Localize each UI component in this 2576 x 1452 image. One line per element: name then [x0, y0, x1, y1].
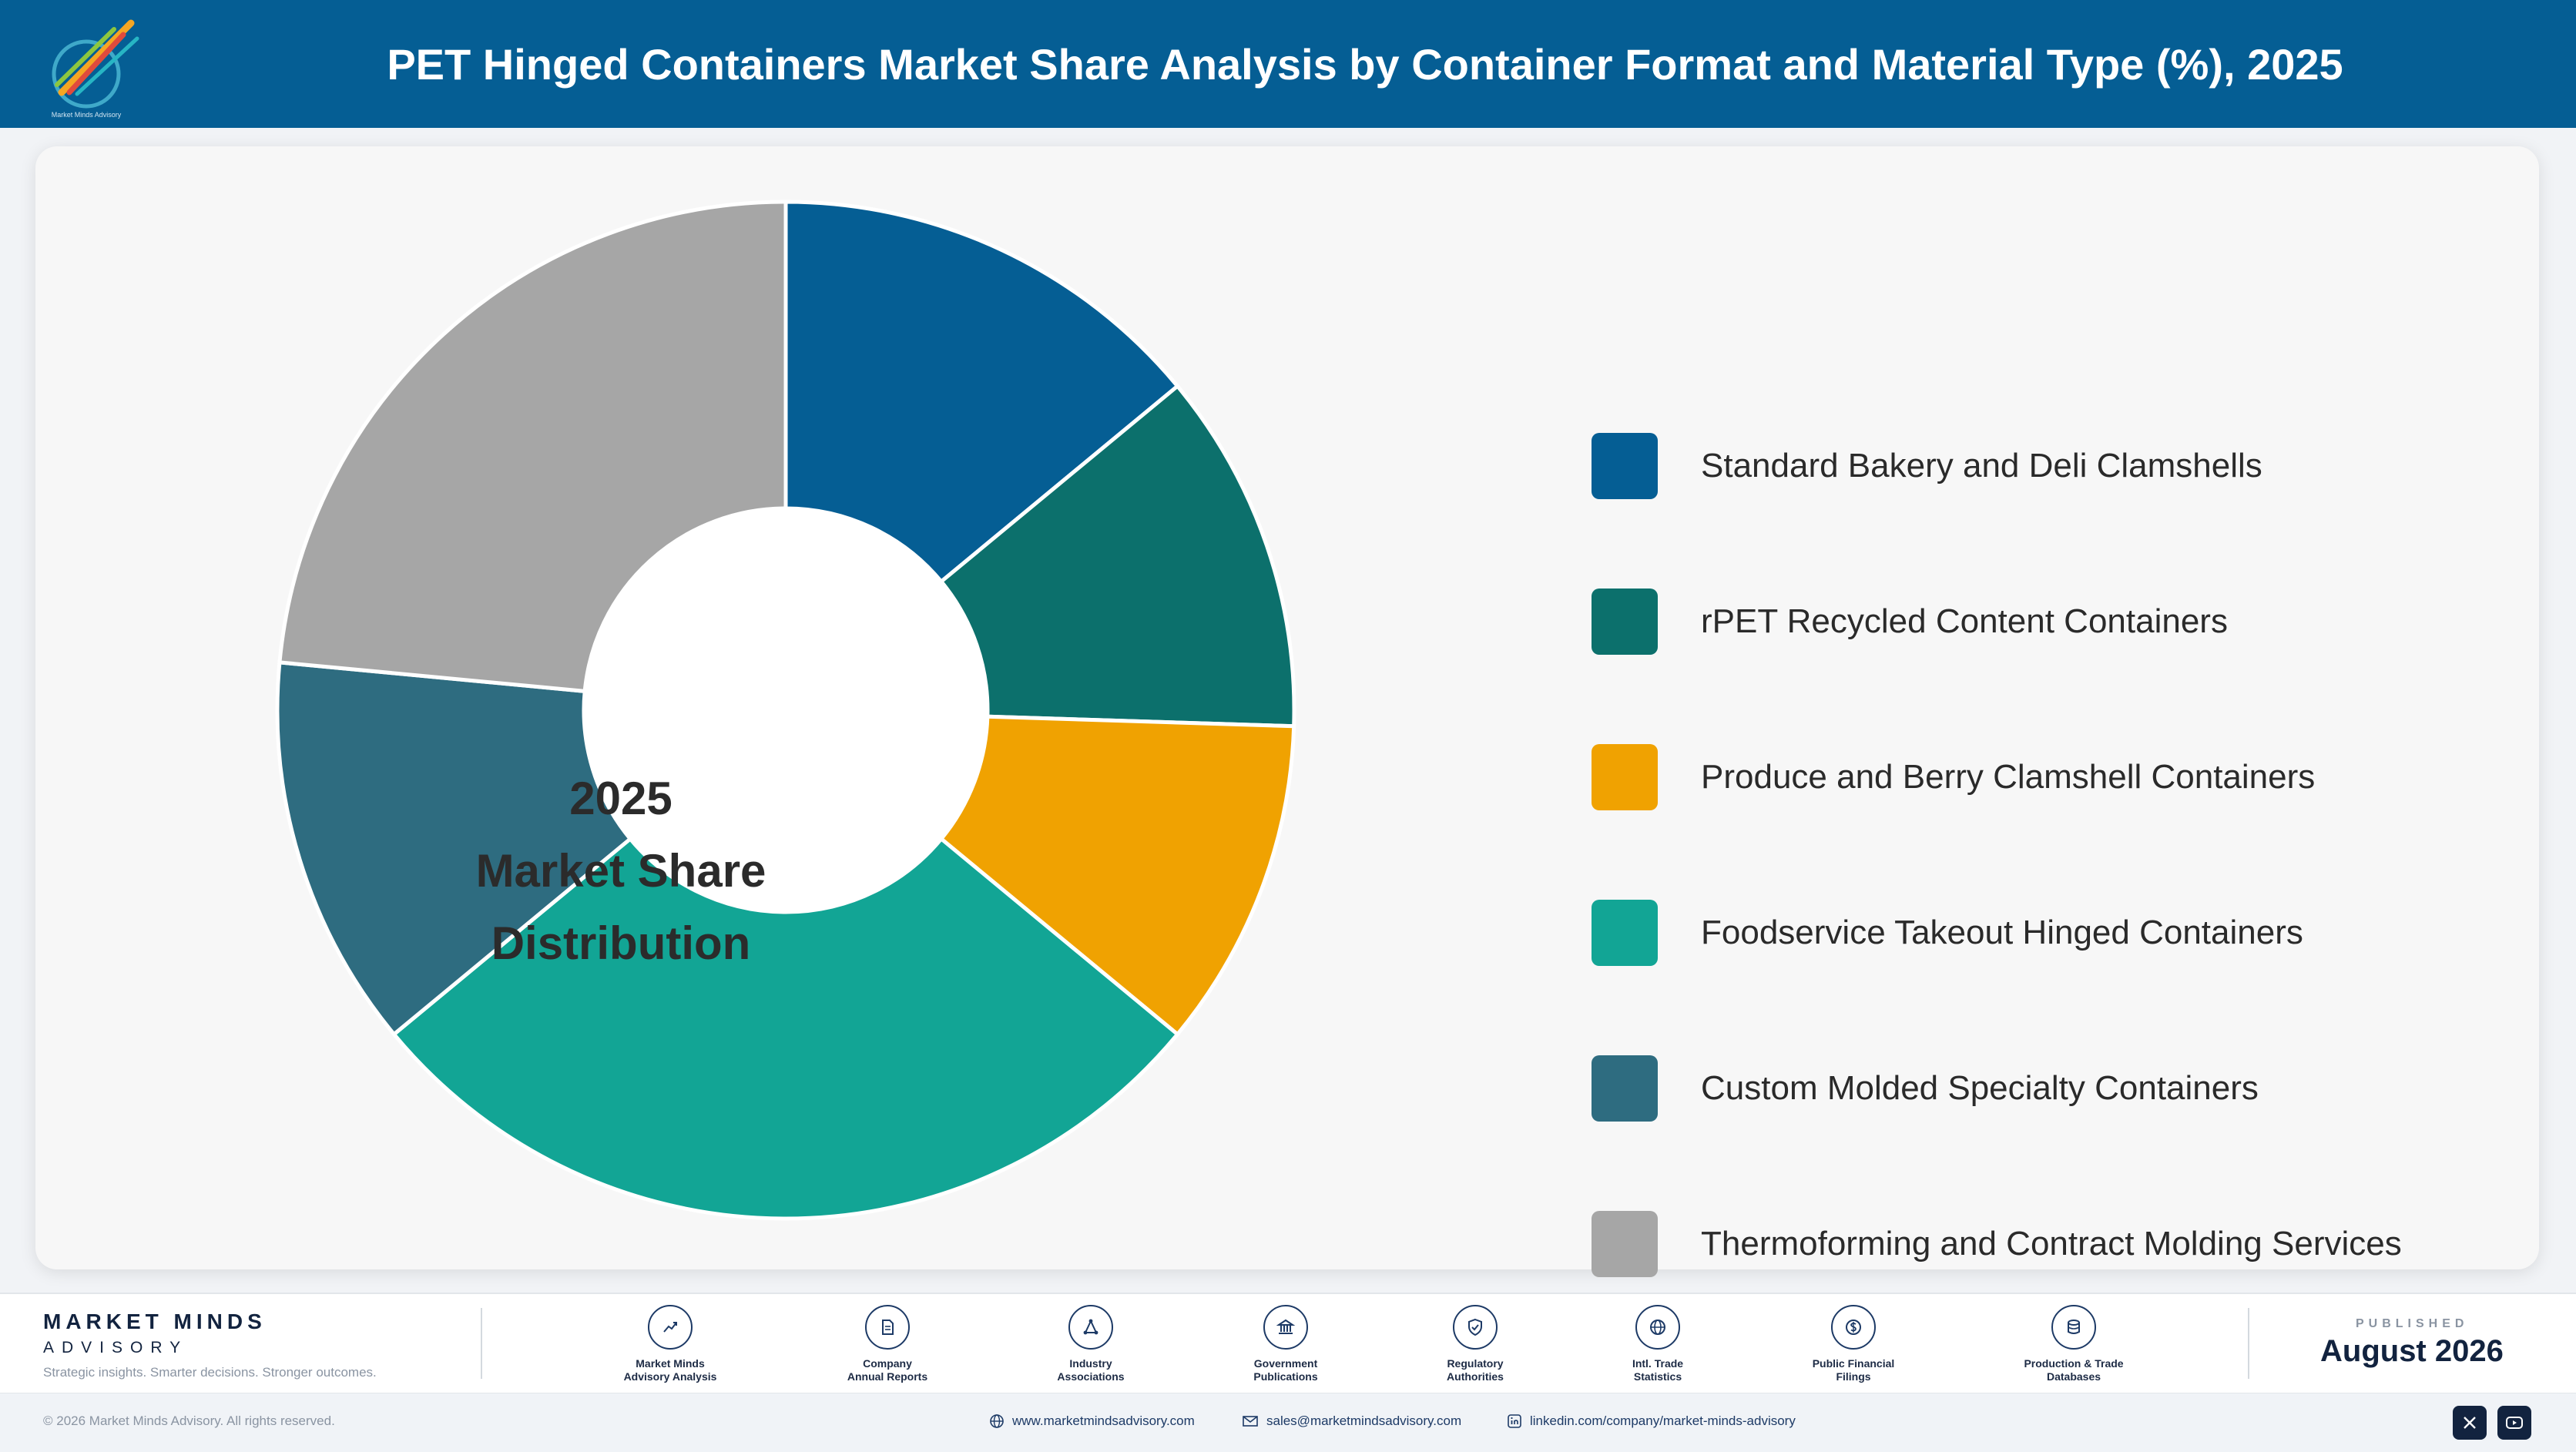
dollar-coin-icon [1831, 1305, 1876, 1350]
network-icon [1068, 1305, 1113, 1350]
legend-swatch [1592, 900, 1658, 966]
linkedin-link[interactable]: linkedin.com/company/market-minds-adviso… [1507, 1413, 1796, 1429]
market-minds-logo-icon: Market Minds Advisory [52, 19, 139, 119]
footer-divider [2248, 1308, 2249, 1379]
bottom-bar: © 2026 Market Minds Advisory. All rights… [0, 1393, 2576, 1452]
footer-divider [481, 1308, 482, 1379]
source-label: Market Minds Advisory Analysis [597, 1357, 743, 1383]
page-title: PET Hinged Containers Market Share Analy… [387, 39, 2343, 89]
source-label-line1: Government [1253, 1357, 1318, 1370]
center-year: 2025 [569, 773, 673, 824]
legend-item: Produce and Berry Clamshell Containers [1592, 743, 2315, 812]
donut-slice [277, 200, 788, 694]
legend-swatch [1592, 1055, 1658, 1122]
source-label-line2: Associations [1057, 1370, 1125, 1383]
legend-label: Foodservice Takeout Hinged Containers [1701, 914, 2303, 951]
website-text: www.marketmindsadvisory.com [1012, 1413, 1195, 1428]
legend-swatch [1592, 589, 1658, 655]
legend-label: Standard Bakery and Deli Clamshells [1701, 447, 2262, 485]
center-line-market-share: Market Share [475, 845, 766, 897]
source-item: Production & Trade Databases [2001, 1305, 2147, 1383]
mail-icon [1243, 1416, 1258, 1427]
footer: MARKET MINDS ADVISORY Strategic insights… [0, 1293, 2576, 1452]
source-item: Government Publications [1213, 1305, 1359, 1383]
source-label-line2: Databases [2046, 1370, 2101, 1383]
chart-card: 2025 Market Share Distribution Standard … [35, 146, 2539, 1277]
donut-center-label: 2025 Market Share Distribution [421, 763, 821, 994]
linkedin-icon [1508, 1414, 1521, 1428]
source-label-line2: Publications [1253, 1370, 1318, 1383]
donut-hole [585, 510, 986, 910]
website-link[interactable]: www.marketmindsadvisory.com [989, 1413, 1195, 1429]
source-label-line1: Company [863, 1357, 912, 1370]
legend-swatch [1592, 433, 1658, 499]
youtube-social-button[interactable] [2497, 1406, 2531, 1440]
source-label-line2: Annual Reports [847, 1370, 928, 1383]
source-label: Regulatory Authorities [1402, 1357, 1548, 1383]
donut-slice [275, 660, 633, 1038]
legend-label: rPET Recycled Content Containers [1701, 602, 2228, 640]
government-building-icon [1263, 1305, 1308, 1350]
legend-label: Thermoforming and Contract Molding Servi… [1701, 1225, 2402, 1263]
donut-slice [938, 714, 1296, 1038]
youtube-icon [2506, 1417, 2523, 1429]
source-label-line1: Regulatory [1447, 1357, 1504, 1370]
center-line-distribution: Distribution [491, 917, 751, 969]
source-label-line1: Industry [1069, 1357, 1112, 1370]
legend-swatch [1592, 1211, 1658, 1277]
header-bar: Market Minds Advisory PET Hinged Contain… [0, 0, 2576, 128]
globe-icon [1635, 1305, 1680, 1350]
source-item: Company Annual Reports [814, 1305, 961, 1383]
legend-item: Thermoforming and Contract Molding Servi… [1592, 1209, 2402, 1279]
legend-item: rPET Recycled Content Containers [1592, 587, 2228, 656]
svg-text:Market Minds Advisory: Market Minds Advisory [52, 111, 122, 119]
source-item: Intl. Trade Statistics [1585, 1305, 1731, 1383]
published-label: PUBLISHED [2356, 1317, 2469, 1330]
x-icon [2464, 1417, 2476, 1429]
source-label: Company Annual Reports [814, 1357, 961, 1383]
globe-icon [990, 1414, 1004, 1428]
source-label: Production & Trade Databases [2001, 1357, 2147, 1383]
source-label-line2: Authorities [1447, 1370, 1504, 1383]
trend-line-icon [648, 1305, 693, 1350]
source-label: Public Financial Filings [1780, 1357, 1927, 1383]
source-label-line1: Intl. Trade [1632, 1357, 1684, 1370]
source-label-line2: Statistics [1633, 1370, 1682, 1383]
legend-swatch [1592, 744, 1658, 810]
linkedin-text: linkedin.com/company/market-minds-adviso… [1530, 1413, 1796, 1428]
donut-slice [391, 836, 1181, 1221]
shield-check-icon [1453, 1305, 1498, 1350]
database-icon [2051, 1305, 2096, 1350]
legend-label: Produce and Berry Clamshell Containers [1701, 758, 2316, 796]
document-icon [865, 1305, 910, 1350]
email-link[interactable]: sales@marketmindsadvisory.com [1242, 1413, 1461, 1429]
source-item: Regulatory Authorities [1402, 1305, 1548, 1383]
email-text: sales@marketmindsadvisory.com [1266, 1413, 1462, 1428]
legend-item: Foodservice Takeout Hinged Containers [1592, 898, 2303, 967]
source-label: Industry Associations [1018, 1357, 1164, 1383]
published-date: August 2026 [2320, 1334, 2504, 1368]
source-label: Government Publications [1213, 1357, 1359, 1383]
donut-slice [783, 200, 1181, 585]
legend-label: Custom Molded Specialty Containers [1701, 1069, 2259, 1107]
donut-chart [275, 200, 1296, 1221]
source-item: Market Minds Advisory Analysis [597, 1305, 743, 1383]
source-label-line1: Market Minds [636, 1357, 705, 1370]
source-label: Intl. Trade Statistics [1585, 1357, 1731, 1383]
legend-item: Custom Molded Specialty Containers [1592, 1054, 2259, 1123]
source-label-line2: Filings [1836, 1370, 1871, 1383]
brand-name: MARKET MINDS [43, 1309, 267, 1333]
source-label-line1: Production & Trade [2024, 1357, 2124, 1370]
brand-sub: ADVISORY [43, 1339, 189, 1356]
donut-slice [938, 383, 1296, 729]
copyright-text: © 2026 Market Minds Advisory. All rights… [43, 1413, 335, 1428]
legend-item: Standard Bakery and Deli Clamshells [1592, 431, 2262, 501]
source-item: Industry Associations [1018, 1305, 1164, 1383]
x-social-button[interactable] [2453, 1406, 2487, 1440]
source-item: Public Financial Filings [1780, 1305, 1927, 1383]
source-label-line2: Advisory Analysis [623, 1370, 717, 1383]
brand-tagline: Strategic insights. Smarter decisions. S… [43, 1365, 377, 1380]
source-label-line1: Public Financial [1812, 1357, 1895, 1370]
